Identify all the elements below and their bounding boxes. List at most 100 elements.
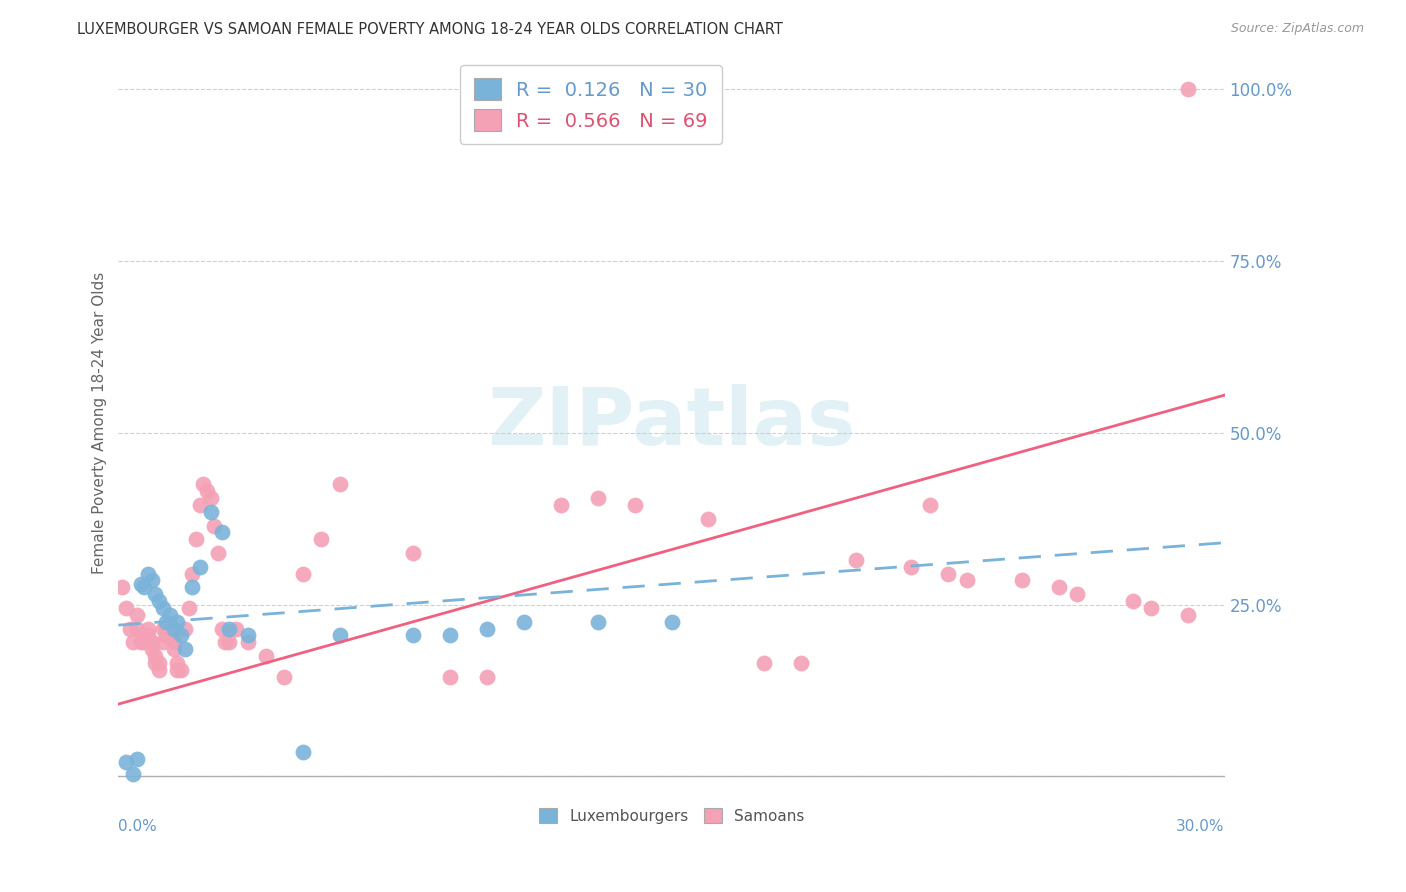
Point: [159, 607, 181, 622]
Point: [184, 533, 207, 547]
Point: [148, 656, 170, 670]
Point: [188, 559, 211, 574]
Point: [181, 566, 204, 581]
Point: [752, 656, 775, 670]
Point: [155, 622, 177, 636]
Point: [329, 477, 352, 491]
Point: [166, 615, 188, 629]
Point: [789, 656, 811, 670]
Point: [218, 622, 240, 636]
Point: [134, 628, 156, 642]
Text: 30.0%: 30.0%: [1177, 820, 1225, 834]
Point: [200, 505, 222, 519]
Point: [148, 594, 170, 608]
Point: [166, 663, 188, 677]
Point: [623, 498, 645, 512]
Point: [125, 622, 148, 636]
Text: ZIPatlas: ZIPatlas: [488, 384, 856, 461]
Point: [402, 546, 425, 560]
Point: [129, 577, 152, 591]
Point: [163, 642, 186, 657]
Point: [1047, 580, 1070, 594]
Point: [291, 566, 314, 581]
Point: [166, 656, 188, 670]
Point: [155, 615, 177, 629]
Point: [141, 642, 163, 657]
Point: [1177, 82, 1199, 96]
Point: [918, 498, 941, 512]
Point: [152, 635, 174, 649]
Point: [936, 566, 959, 581]
Text: 0.0%: 0.0%: [118, 820, 157, 834]
Point: [900, 559, 922, 574]
Point: [143, 656, 166, 670]
Point: [163, 635, 186, 649]
Point: [125, 752, 148, 766]
Point: [195, 484, 218, 499]
Point: [225, 622, 247, 636]
Point: [170, 663, 193, 677]
Text: Source: ZipAtlas.com: Source: ZipAtlas.com: [1230, 22, 1364, 36]
Point: [155, 628, 177, 642]
Point: [177, 601, 200, 615]
Point: [254, 648, 277, 663]
Point: [181, 580, 204, 594]
Point: [134, 580, 156, 594]
Legend: Luxembourgers, Samoans: Luxembourgers, Samoans: [533, 802, 811, 830]
Point: [402, 628, 425, 642]
Point: [122, 767, 145, 781]
Point: [661, 615, 683, 629]
Point: [1011, 574, 1033, 588]
Point: [170, 628, 193, 642]
Point: [134, 635, 156, 649]
Point: [188, 498, 211, 512]
Point: [200, 491, 222, 505]
Point: [1066, 587, 1088, 601]
Point: [141, 574, 163, 588]
Point: [845, 553, 868, 567]
Point: [513, 615, 536, 629]
Point: [1140, 601, 1163, 615]
Point: [125, 607, 148, 622]
Point: [122, 635, 145, 649]
Point: [173, 622, 195, 636]
Point: [163, 622, 186, 636]
Point: [129, 635, 152, 649]
Point: [152, 622, 174, 636]
Point: [111, 580, 134, 594]
Point: [586, 491, 609, 505]
Point: [173, 642, 195, 657]
Point: [207, 546, 229, 560]
Point: [439, 670, 461, 684]
Point: [1177, 607, 1199, 622]
Point: [193, 477, 215, 491]
Point: [1121, 594, 1143, 608]
Point: [273, 670, 295, 684]
Point: [329, 628, 352, 642]
Point: [586, 615, 609, 629]
Point: [143, 648, 166, 663]
Point: [143, 587, 166, 601]
Point: [955, 574, 977, 588]
Point: [309, 533, 332, 547]
Point: [136, 628, 159, 642]
Point: [291, 745, 314, 759]
Point: [477, 670, 499, 684]
Y-axis label: Female Poverty Among 18-24 Year Olds: Female Poverty Among 18-24 Year Olds: [93, 271, 107, 574]
Point: [136, 622, 159, 636]
Point: [148, 663, 170, 677]
Point: [136, 566, 159, 581]
Point: [202, 518, 225, 533]
Point: [236, 635, 259, 649]
Point: [211, 622, 233, 636]
Point: [214, 635, 236, 649]
Text: LUXEMBOURGER VS SAMOAN FEMALE POVERTY AMONG 18-24 YEAR OLDS CORRELATION CHART: LUXEMBOURGER VS SAMOAN FEMALE POVERTY AM…: [77, 22, 783, 37]
Point: [550, 498, 572, 512]
Point: [439, 628, 461, 642]
Point: [236, 628, 259, 642]
Point: [114, 756, 136, 770]
Point: [211, 525, 233, 540]
Point: [114, 601, 136, 615]
Point: [477, 622, 499, 636]
Point: [159, 628, 181, 642]
